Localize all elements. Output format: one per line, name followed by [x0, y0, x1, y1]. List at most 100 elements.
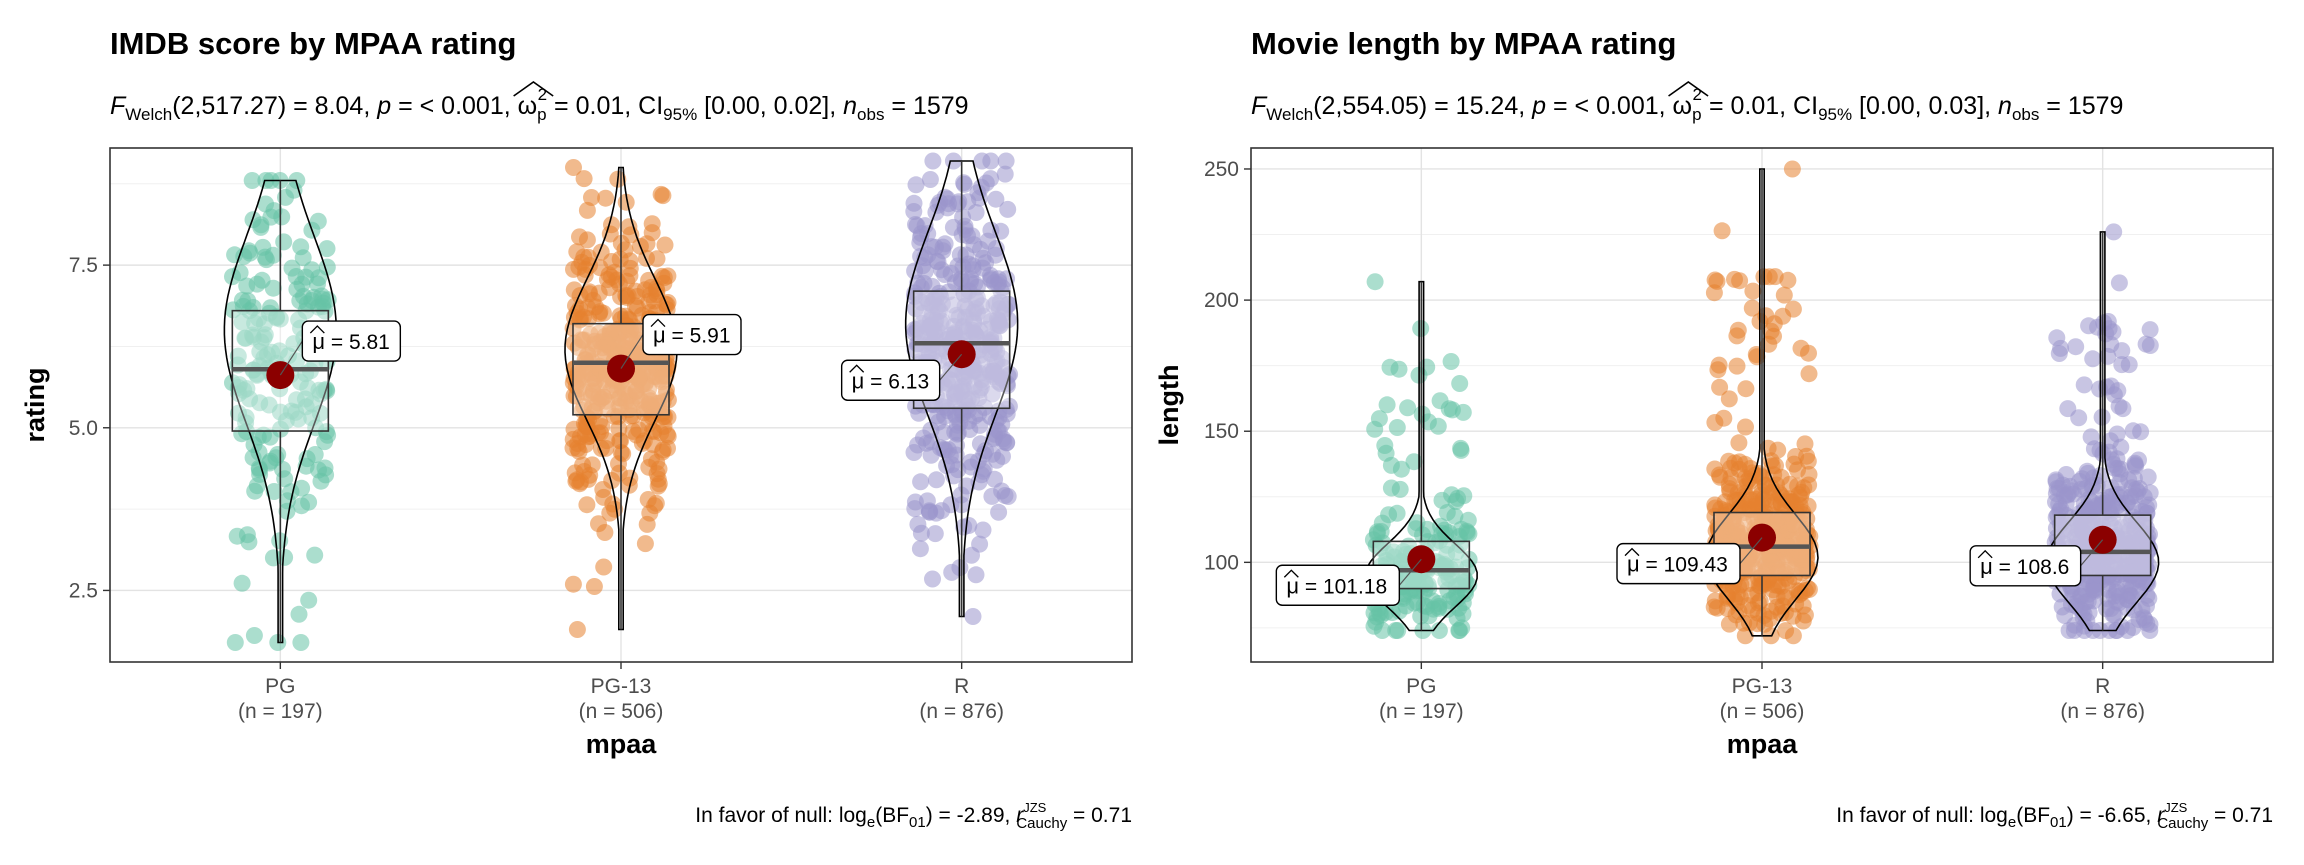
data-point [1745, 559, 1763, 577]
data-point [2047, 485, 2065, 502]
data-point [983, 487, 1001, 505]
group-pg: μ = 5.81 [223, 172, 402, 651]
data-point [585, 375, 603, 393]
data-point [578, 496, 596, 514]
data-point [1748, 348, 1766, 366]
data-point [996, 165, 1014, 183]
group-r: μ = 6.13 [840, 152, 1019, 625]
data-point [1775, 286, 1793, 304]
data-point [638, 515, 656, 533]
data-point [1451, 375, 1469, 392]
data-point [303, 409, 321, 427]
data-point [240, 533, 258, 551]
data-point [233, 313, 251, 331]
data-point [1391, 480, 1409, 498]
data-point [575, 170, 593, 188]
data-point [2119, 564, 2137, 582]
x-tick-label: PG-13 [1732, 675, 1793, 698]
x-axis-label: mpaa [1727, 729, 1799, 759]
data-point [922, 446, 940, 464]
mean-label: μ = 101.18 [1286, 573, 1387, 598]
data-point [1783, 160, 1801, 178]
x-axis-label: mpaa [586, 729, 658, 759]
x-tick-label: R [2095, 675, 2110, 698]
data-point [2141, 321, 2159, 339]
data-point [926, 238, 944, 256]
data-point [1387, 622, 1405, 639]
mu-hat [650, 318, 666, 328]
data-point [997, 152, 1015, 170]
data-point [944, 296, 962, 314]
mean-label: μ = 108.6 [1980, 554, 2069, 579]
data-point [2102, 501, 2120, 519]
chart-1: IMDB score by MPAA rating FWelch(2,517.27… [20, 26, 1133, 832]
data-point [1788, 549, 1806, 566]
data-point [2061, 477, 2079, 495]
data-point [939, 402, 957, 420]
data-point [621, 259, 639, 277]
data-point [2112, 460, 2130, 478]
data-point [275, 233, 293, 251]
data-point [2118, 494, 2136, 512]
data-point [271, 403, 289, 421]
data-point [278, 492, 296, 510]
group-r: μ = 108.6 [1969, 223, 2160, 639]
data-point [982, 221, 1000, 239]
data-point [2099, 574, 2117, 592]
data-point [2098, 600, 2115, 618]
data-point [1439, 600, 1457, 618]
data-point [243, 172, 261, 189]
data-point [987, 190, 1005, 208]
data-point [912, 247, 930, 265]
data-point [994, 447, 1011, 465]
data-point [1767, 457, 1784, 475]
data-point [306, 446, 324, 463]
mean-label-box [1275, 564, 1401, 606]
violin [223, 179, 338, 644]
omega-hat [513, 81, 554, 97]
data-point [1708, 272, 1726, 290]
data-point [276, 470, 294, 488]
data-point [626, 282, 644, 300]
data-point [1728, 327, 1746, 345]
x-tick-count: (n = 197) [238, 700, 323, 723]
data-point [261, 452, 279, 470]
data-point [2075, 622, 2093, 639]
data-point [1413, 405, 1431, 423]
data-point [2112, 438, 2130, 456]
data-point [1737, 380, 1755, 398]
data-point [287, 403, 305, 421]
data-point [568, 621, 586, 638]
mean-label-leader [939, 353, 963, 381]
data-point [2072, 587, 2090, 605]
data-point [1446, 507, 1464, 525]
data-point [1774, 597, 1792, 615]
data-point [1711, 378, 1729, 396]
data-point [1727, 606, 1745, 624]
data-point [1442, 353, 1460, 370]
data-point [909, 515, 927, 533]
data-point [2114, 400, 2132, 418]
data-point [636, 535, 654, 553]
data-point [2054, 513, 2072, 531]
data-point [974, 307, 992, 325]
data-point [658, 301, 676, 319]
violin [1705, 168, 1819, 637]
data-point [911, 540, 929, 558]
data-point [276, 548, 294, 566]
caption: In favor of null: loge(BF01) = -2.89, rJ… [695, 800, 1132, 832]
data-point [1787, 448, 1805, 465]
data-point [1720, 390, 1738, 408]
data-point [264, 246, 282, 264]
data-point [2141, 337, 2159, 354]
data-point [942, 265, 960, 282]
data-point [1447, 493, 1465, 510]
data-point [310, 269, 328, 287]
data-point [630, 367, 648, 385]
data-point [2118, 599, 2136, 617]
data-point [272, 420, 289, 438]
data-point [953, 383, 971, 401]
data-point [656, 236, 674, 254]
data-point [1368, 523, 1386, 541]
mean-label: μ = 109.43 [1627, 552, 1728, 577]
